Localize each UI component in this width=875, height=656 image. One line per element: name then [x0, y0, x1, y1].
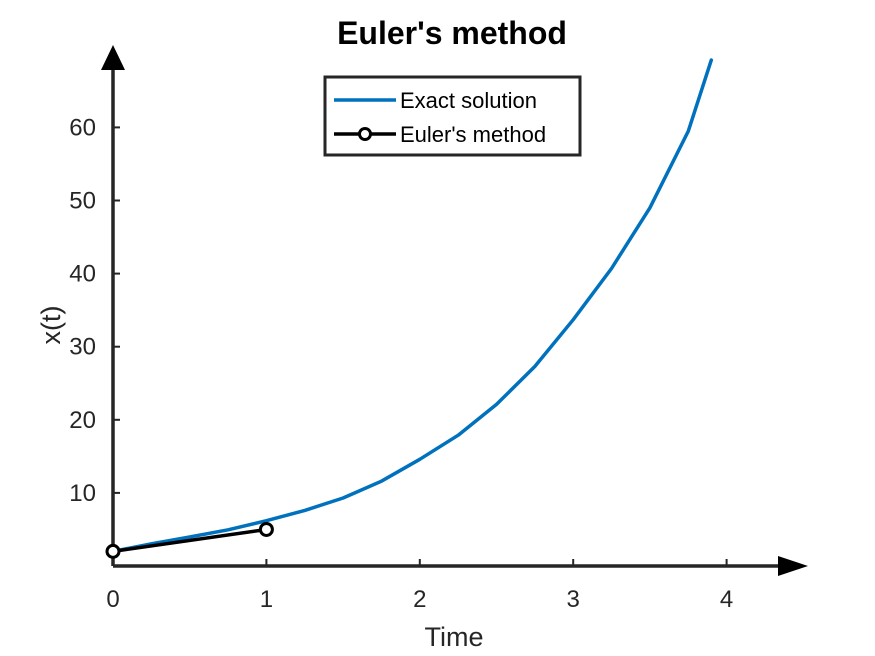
axes	[101, 45, 808, 576]
data-point	[105, 543, 121, 559]
legend-box	[323, 75, 582, 157]
series-line-1	[111, 527, 269, 554]
y-tick-label: 60	[69, 114, 96, 141]
x-ticks: 0 1 2 3 4	[106, 559, 733, 613]
legend-label-euler: Euler's method	[400, 122, 546, 147]
y-ticks: 10 20 30 40 50 60	[69, 114, 120, 507]
x-tick-label: 3	[567, 586, 580, 613]
series-line-0	[111, 58, 714, 554]
legend: Exact solution Euler's method	[323, 75, 582, 157]
x-axis-label: Time	[425, 622, 484, 652]
legend-label-exact: Exact solution	[400, 88, 537, 113]
x-tick-label: 1	[260, 586, 273, 613]
y-tick-label: 50	[69, 188, 96, 215]
legend-marker-euler	[358, 127, 372, 141]
chart-title: Euler's method	[337, 15, 567, 51]
x-axis-arrow	[778, 556, 808, 576]
y-tick-label: 20	[69, 407, 96, 434]
y-tick-label: 40	[69, 261, 96, 288]
y-tick-label: 10	[69, 480, 96, 507]
x-tick-label: 0	[106, 586, 119, 613]
series-layer	[105, 58, 714, 559]
y-tick-label: 30	[69, 334, 96, 361]
x-tick-label: 4	[720, 586, 733, 613]
y-axis-label: x(t)	[36, 306, 66, 345]
data-point	[258, 521, 274, 537]
y-axis-arrow	[101, 45, 125, 70]
x-tick-label: 2	[413, 586, 426, 613]
